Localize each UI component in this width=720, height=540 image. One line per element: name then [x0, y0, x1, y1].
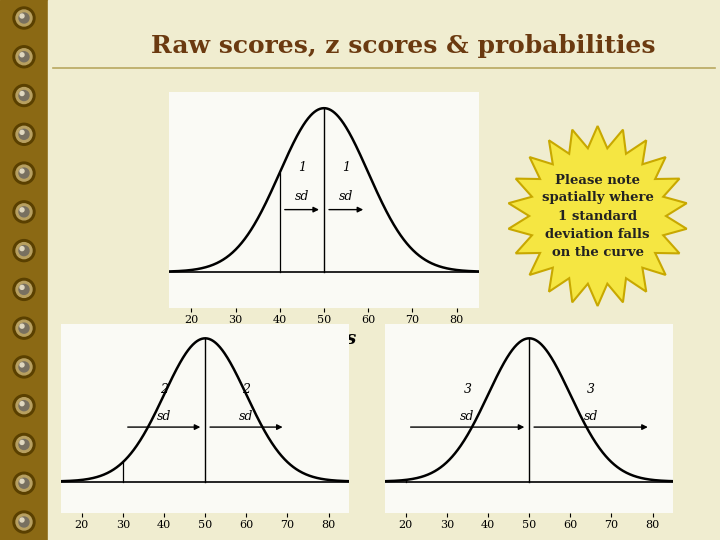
X-axis label: scores: scores — [497, 536, 562, 540]
Text: sd: sd — [339, 190, 354, 203]
Circle shape — [13, 201, 35, 223]
Circle shape — [19, 323, 29, 333]
Circle shape — [13, 472, 35, 494]
Text: sd: sd — [460, 410, 474, 423]
Circle shape — [16, 514, 32, 530]
Circle shape — [13, 511, 35, 533]
Circle shape — [20, 402, 24, 406]
Circle shape — [13, 434, 35, 455]
Circle shape — [19, 91, 29, 100]
Circle shape — [20, 53, 24, 57]
Circle shape — [19, 362, 29, 372]
Circle shape — [20, 363, 24, 367]
Circle shape — [16, 359, 32, 375]
Text: 2: 2 — [160, 383, 168, 396]
Circle shape — [20, 208, 24, 212]
Circle shape — [16, 242, 32, 259]
Circle shape — [16, 87, 32, 104]
Circle shape — [19, 129, 29, 139]
Circle shape — [13, 356, 35, 378]
Circle shape — [19, 207, 29, 217]
Circle shape — [16, 49, 32, 65]
Circle shape — [16, 165, 32, 181]
Text: 1: 1 — [298, 160, 306, 174]
Circle shape — [13, 123, 35, 145]
Circle shape — [16, 320, 32, 336]
Circle shape — [19, 440, 29, 449]
Circle shape — [19, 478, 29, 488]
Circle shape — [16, 10, 32, 26]
Text: 3: 3 — [464, 383, 472, 396]
Circle shape — [20, 130, 24, 134]
Circle shape — [20, 92, 24, 96]
Circle shape — [16, 436, 32, 453]
Circle shape — [19, 285, 29, 294]
Circle shape — [13, 162, 35, 184]
Circle shape — [16, 126, 32, 143]
Circle shape — [13, 46, 35, 68]
Circle shape — [19, 246, 29, 255]
Circle shape — [13, 7, 35, 29]
Bar — [0, 0, 48, 540]
X-axis label: scores: scores — [173, 536, 238, 540]
Circle shape — [16, 281, 32, 298]
Circle shape — [20, 14, 24, 18]
X-axis label: scores: scores — [292, 330, 356, 348]
Text: sd: sd — [294, 190, 309, 203]
Text: Raw scores, z scores & probabilities: Raw scores, z scores & probabilities — [151, 34, 655, 58]
Text: Please note
spatially where
1 standard
deviation falls
on the curve: Please note spatially where 1 standard d… — [541, 173, 654, 259]
Circle shape — [19, 401, 29, 411]
Circle shape — [20, 285, 24, 289]
Circle shape — [16, 397, 32, 414]
Circle shape — [13, 279, 35, 300]
Circle shape — [20, 518, 24, 522]
Circle shape — [20, 169, 24, 173]
Polygon shape — [508, 126, 687, 306]
Circle shape — [13, 240, 35, 261]
Text: sd: sd — [239, 410, 253, 423]
Circle shape — [19, 13, 29, 23]
Circle shape — [13, 317, 35, 339]
Circle shape — [20, 324, 24, 328]
Circle shape — [16, 204, 32, 220]
Circle shape — [13, 85, 35, 106]
Circle shape — [16, 475, 32, 491]
Circle shape — [20, 247, 24, 251]
Circle shape — [19, 517, 29, 527]
Circle shape — [19, 168, 29, 178]
Text: sd: sd — [584, 410, 598, 423]
Circle shape — [13, 395, 35, 417]
Text: 2: 2 — [243, 383, 251, 396]
Circle shape — [20, 479, 24, 483]
Circle shape — [19, 52, 29, 62]
Text: 1: 1 — [342, 160, 350, 174]
Circle shape — [20, 441, 24, 444]
Text: 3: 3 — [587, 383, 595, 396]
Text: sd: sd — [157, 410, 171, 423]
